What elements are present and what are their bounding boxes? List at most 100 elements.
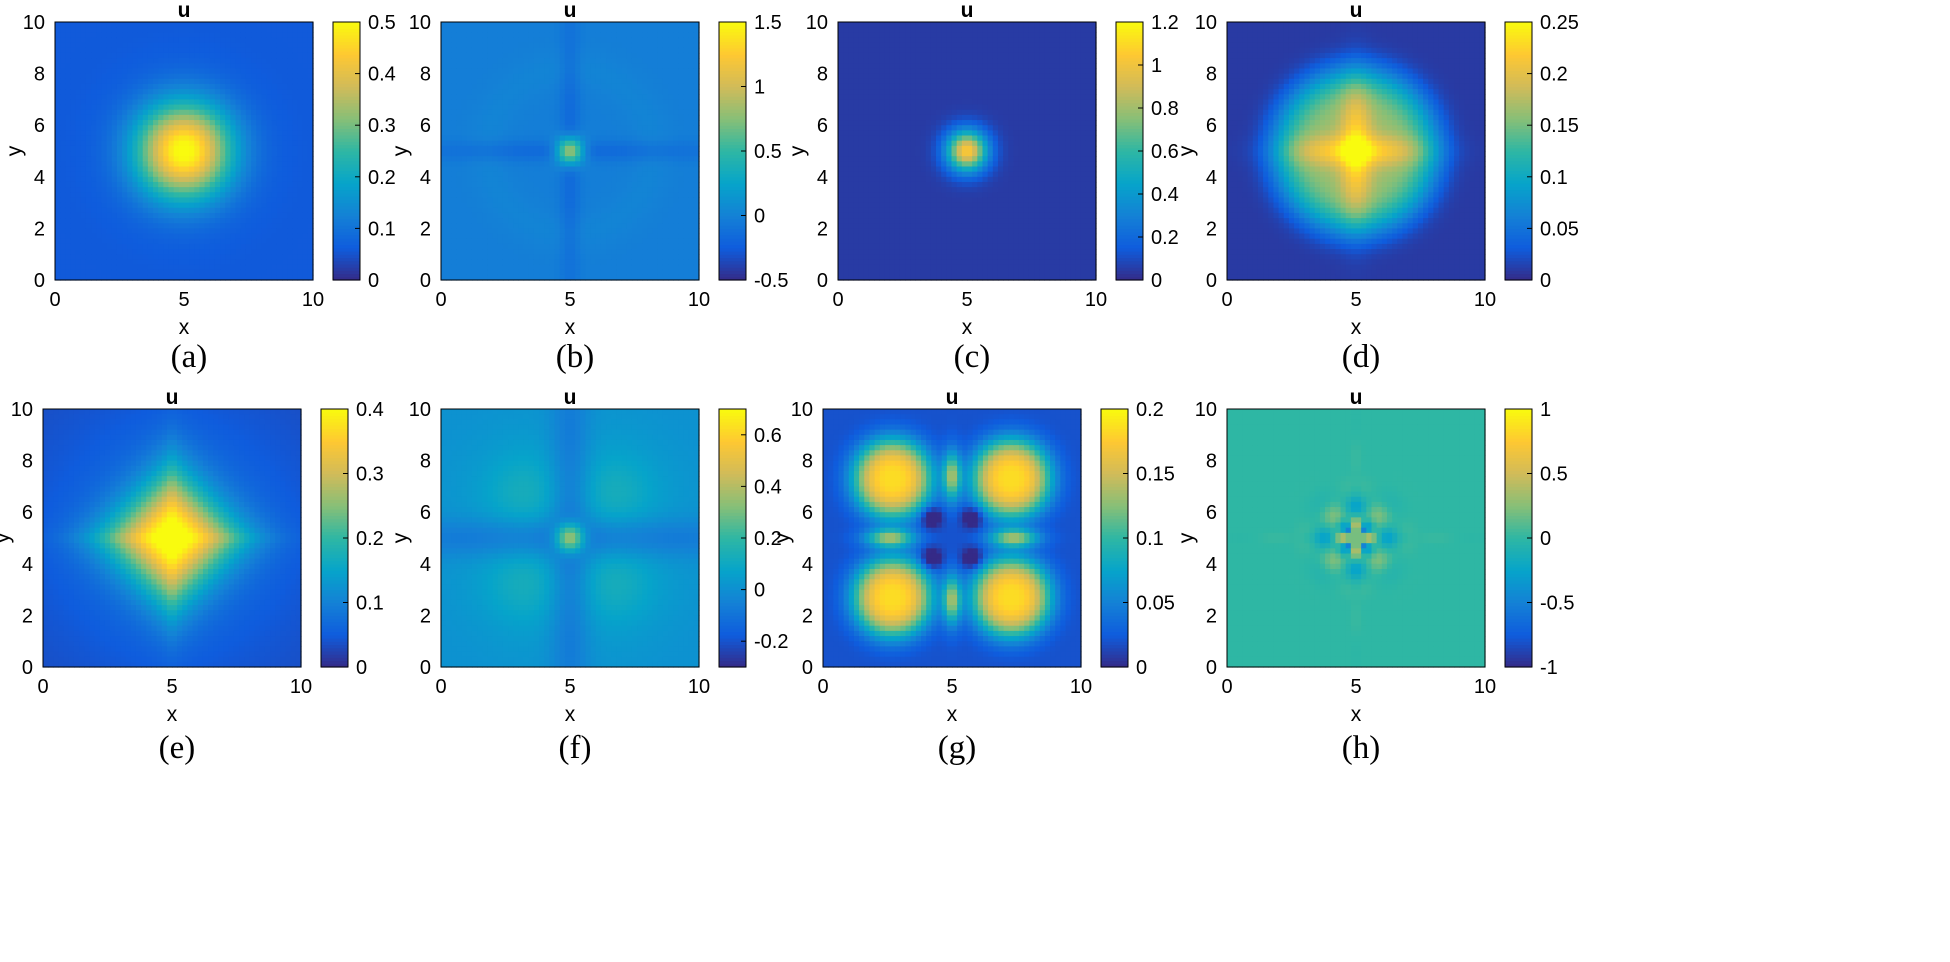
heatmap-cell bbox=[668, 234, 674, 240]
heatmap-cell bbox=[107, 115, 113, 121]
heatmap-cell bbox=[127, 249, 133, 255]
heatmap-cell bbox=[246, 203, 252, 209]
heatmap-cell bbox=[86, 259, 92, 265]
heatmap-cell bbox=[241, 37, 247, 43]
heatmap-cell bbox=[632, 22, 638, 28]
heatmap-cell bbox=[544, 63, 550, 69]
heatmap-cell bbox=[611, 115, 617, 121]
heatmap-cell bbox=[456, 63, 462, 69]
heatmap-cell bbox=[251, 197, 257, 203]
heatmap-cell bbox=[565, 130, 571, 136]
heatmap-cell bbox=[60, 166, 66, 172]
heatmap-cell bbox=[277, 68, 283, 74]
heatmap-cell bbox=[601, 151, 607, 157]
heatmap-cell bbox=[112, 22, 118, 28]
heatmap-cell bbox=[261, 58, 267, 64]
heatmap-cell bbox=[236, 32, 242, 38]
heatmap-cell bbox=[678, 203, 684, 209]
heatmap-cell bbox=[653, 177, 659, 183]
heatmap-cell bbox=[616, 146, 622, 152]
heatmap-cell bbox=[441, 254, 447, 260]
heatmap-cell bbox=[256, 146, 262, 152]
heatmap-cell bbox=[101, 37, 107, 43]
heatmap-cell bbox=[487, 265, 493, 271]
heatmap-cell bbox=[524, 151, 530, 157]
heatmap-cell bbox=[251, 32, 257, 38]
heatmap-cell bbox=[570, 208, 576, 214]
heatmap-cell bbox=[544, 27, 550, 33]
heatmap-cell bbox=[236, 125, 242, 131]
heatmap-cell bbox=[456, 27, 462, 33]
heatmap-cell bbox=[472, 130, 478, 136]
heatmap-cell bbox=[158, 182, 164, 188]
heatmap-cell bbox=[91, 223, 97, 229]
heatmap-cell bbox=[107, 74, 113, 80]
heatmap-cell bbox=[179, 203, 185, 209]
heatmap-cell bbox=[205, 254, 211, 260]
heatmap-cell bbox=[174, 234, 180, 240]
heatmap-cell bbox=[112, 48, 118, 54]
heatmap-cell bbox=[534, 110, 540, 116]
heatmap-cell bbox=[606, 244, 612, 250]
heatmap-cell bbox=[163, 32, 169, 38]
heatmap-cell bbox=[282, 48, 288, 54]
heatmap-cell bbox=[298, 105, 304, 111]
heatmap-cell bbox=[220, 48, 226, 54]
heatmap-cell bbox=[272, 115, 278, 121]
heatmap-cell bbox=[261, 115, 267, 121]
heatmap-cell bbox=[493, 37, 499, 43]
heatmap-cell bbox=[117, 110, 123, 116]
heatmap-cell bbox=[122, 228, 128, 234]
heatmap-cell bbox=[267, 177, 273, 183]
heatmap-cell bbox=[76, 105, 82, 111]
heatmap-cell bbox=[570, 125, 576, 131]
heatmap-cell bbox=[637, 74, 643, 80]
heatmap-cell bbox=[91, 239, 97, 245]
heatmap-cell bbox=[441, 239, 447, 245]
heatmap-cell bbox=[298, 43, 304, 49]
heatmap-cell bbox=[107, 27, 113, 33]
heatmap-cell bbox=[236, 161, 242, 167]
heatmap-cell bbox=[560, 239, 566, 245]
heatmap-cell bbox=[518, 192, 524, 198]
heatmap-cell bbox=[539, 161, 545, 167]
heatmap-cell bbox=[96, 22, 102, 28]
heatmap-cell bbox=[148, 259, 154, 265]
heatmap-cell bbox=[627, 110, 633, 116]
heatmap-cell bbox=[585, 136, 591, 142]
heatmap-cell bbox=[267, 27, 273, 33]
heatmap-cell bbox=[230, 239, 236, 245]
heatmap-cell bbox=[632, 136, 638, 142]
heatmap-cell bbox=[184, 161, 190, 167]
y-tick-label: 2 bbox=[34, 218, 45, 240]
heatmap-cell bbox=[256, 105, 262, 111]
heatmap-cell bbox=[76, 58, 82, 64]
heatmap-cell bbox=[472, 53, 478, 59]
heatmap-cell bbox=[560, 32, 566, 38]
heatmap-cell bbox=[632, 254, 638, 260]
heatmap-cell bbox=[555, 228, 561, 234]
heatmap-cell bbox=[158, 213, 164, 219]
heatmap-cell bbox=[112, 146, 118, 152]
heatmap-cell bbox=[658, 156, 664, 162]
heatmap-cell bbox=[225, 213, 231, 219]
heatmap-cell bbox=[215, 53, 221, 59]
heatmap-cell bbox=[565, 110, 571, 116]
heatmap-cell bbox=[446, 99, 452, 105]
heatmap-cell bbox=[138, 130, 144, 136]
heatmap-cell bbox=[555, 254, 561, 260]
heatmap-cell bbox=[220, 213, 226, 219]
heatmap-cell bbox=[611, 27, 617, 33]
heatmap-cell bbox=[261, 166, 267, 172]
heatmap-cell bbox=[441, 115, 447, 121]
heatmap-cell bbox=[570, 120, 576, 126]
heatmap-cell bbox=[441, 192, 447, 198]
heatmap-cell bbox=[637, 244, 643, 250]
heatmap-cell bbox=[122, 99, 128, 105]
heatmap-cell bbox=[158, 141, 164, 147]
heatmap-cell bbox=[230, 79, 236, 85]
heatmap-cell bbox=[673, 125, 679, 131]
heatmap-cell bbox=[246, 151, 252, 157]
heatmap-cell bbox=[446, 53, 452, 59]
heatmap-cell bbox=[179, 259, 185, 265]
